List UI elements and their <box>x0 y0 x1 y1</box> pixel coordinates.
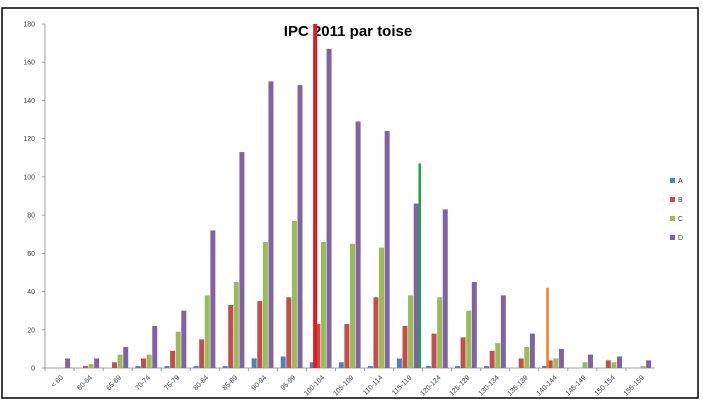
bar-d <box>529 333 535 368</box>
y-tick-label: 60 <box>27 251 35 258</box>
bar-a <box>222 366 228 368</box>
bar-d <box>239 152 245 368</box>
bar-d <box>326 48 332 368</box>
bar-d <box>471 282 477 368</box>
bar-d <box>558 348 564 368</box>
bar-c <box>117 354 123 368</box>
y-tick-label: 20 <box>27 327 35 334</box>
bar-d <box>65 358 71 368</box>
y-tick-label: 80 <box>27 213 35 220</box>
bar-b <box>199 339 205 368</box>
bar-c <box>204 295 210 368</box>
bar-b <box>402 325 408 368</box>
legend-swatch <box>670 178 675 183</box>
y-tick-label: 160 <box>23 60 35 67</box>
legend-label: D <box>678 235 683 242</box>
bar-a <box>164 366 170 368</box>
bar-c <box>291 220 297 368</box>
bar-d <box>442 209 448 368</box>
bar-d <box>413 203 419 368</box>
legend-label: B <box>678 197 683 204</box>
bar-a <box>454 366 460 368</box>
legend-label: C <box>678 216 683 223</box>
bar-a <box>193 366 199 368</box>
bar-a <box>396 358 402 368</box>
bar-c <box>146 354 152 368</box>
bar-b <box>431 333 437 368</box>
bar-a <box>280 356 286 368</box>
bar-b <box>286 297 292 368</box>
bar-c <box>320 241 326 368</box>
bar-d <box>152 325 158 368</box>
bar-a <box>367 366 373 368</box>
bar-b <box>373 297 379 368</box>
bar-d <box>500 295 506 368</box>
legend-label: A <box>678 178 683 185</box>
bar-d <box>268 81 274 368</box>
reference-lines <box>313 24 549 368</box>
bar-a <box>251 358 257 368</box>
bar-c <box>175 331 181 368</box>
bar-d <box>646 360 652 368</box>
bar-d <box>181 310 187 368</box>
legend-swatch <box>670 197 675 202</box>
y-tick-label: 100 <box>23 174 35 181</box>
bar-c <box>408 295 414 368</box>
bar-d <box>384 131 390 368</box>
bar-b <box>547 360 553 368</box>
bar-b <box>82 366 88 368</box>
bar-d <box>297 85 303 369</box>
legend-swatch <box>670 216 675 221</box>
bar-b <box>112 362 118 368</box>
bar-c <box>262 241 268 368</box>
bar-b <box>344 324 350 368</box>
bar-b <box>518 358 524 368</box>
bar-c <box>379 247 385 368</box>
bar-c <box>466 310 472 368</box>
bar-a <box>338 362 344 368</box>
bar-c <box>582 362 588 368</box>
bar-c <box>495 343 501 368</box>
bar-b <box>605 360 611 368</box>
chart-title: IPC 2011 par toise <box>284 23 412 40</box>
bar-a <box>135 366 141 368</box>
bar-b <box>489 350 495 368</box>
bar-c <box>88 364 94 368</box>
bar-d <box>94 358 100 368</box>
bar-b <box>460 337 466 368</box>
bar-c <box>553 358 559 368</box>
bar-c <box>350 243 355 368</box>
y-axis: 0 20 40 60 80 100 120 140 160 180 <box>23 22 46 373</box>
bar-b <box>257 301 263 368</box>
y-tick-label: 140 <box>23 98 35 105</box>
bar-d <box>355 121 361 368</box>
legend: A B C D <box>670 178 683 242</box>
bar-c <box>640 366 646 368</box>
bar-a <box>425 366 431 368</box>
bar-a <box>309 362 315 368</box>
bar-b <box>228 304 234 368</box>
y-tick-label: 120 <box>23 136 35 143</box>
bar-d <box>210 230 216 368</box>
bar-c <box>233 282 239 368</box>
bar-d <box>617 356 623 368</box>
bar-c <box>524 346 530 368</box>
bar-d <box>123 346 129 368</box>
bar-d <box>587 354 593 368</box>
y-tick-label: 180 <box>23 22 35 29</box>
bar-a <box>542 366 548 368</box>
bar-b <box>141 358 147 368</box>
bars <box>65 48 652 369</box>
legend-swatch <box>670 235 675 240</box>
y-tick-label: 0 <box>31 366 35 373</box>
bar-c <box>611 362 617 368</box>
bar-a <box>484 366 490 368</box>
bar-b <box>170 350 176 368</box>
y-tick-label: 40 <box>27 289 35 296</box>
bar-b <box>315 324 321 368</box>
bar-c <box>437 297 443 368</box>
